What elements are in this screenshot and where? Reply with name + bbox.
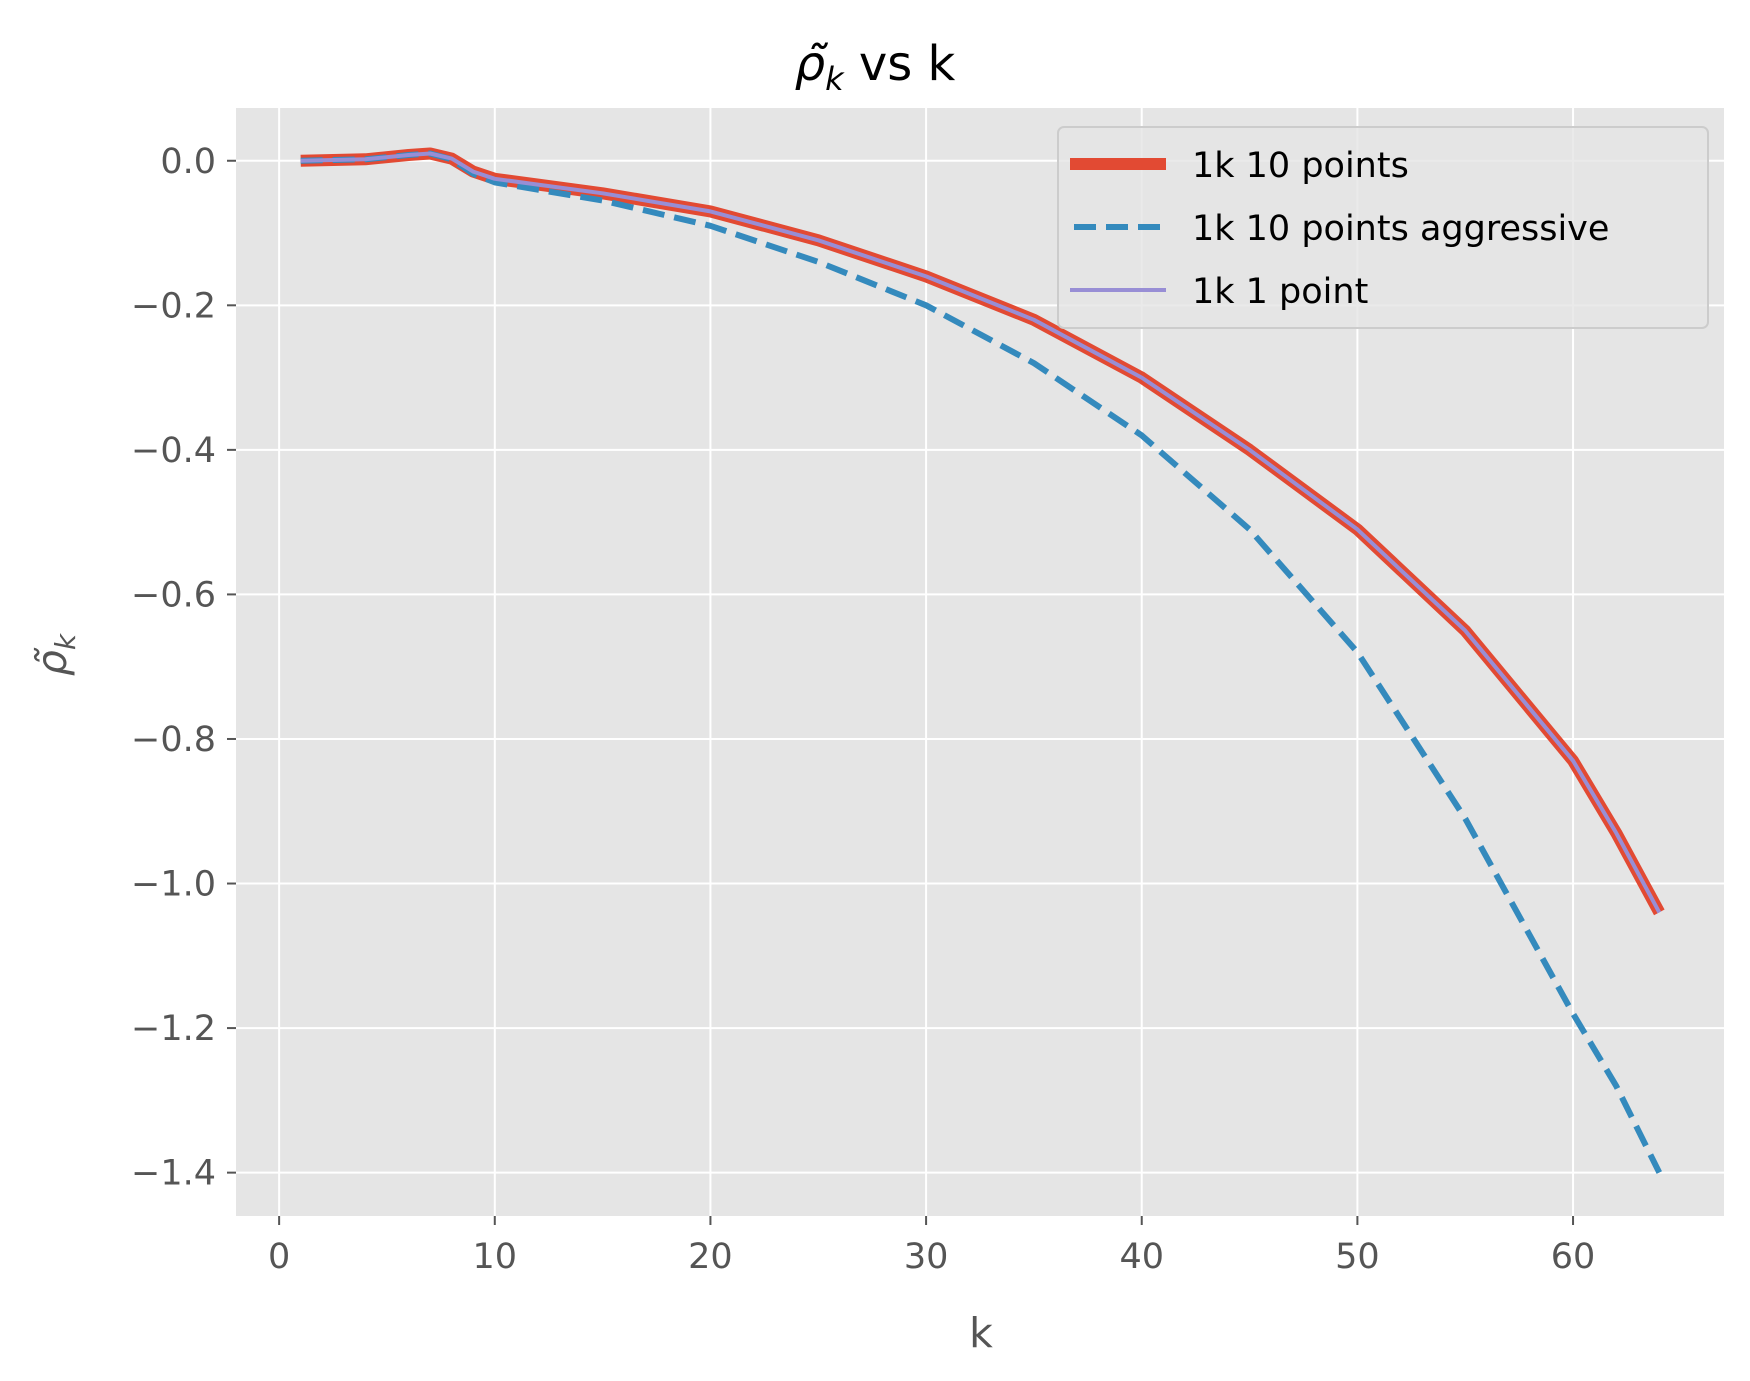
legend: 1k 10 points 1k 10 points aggressive 1k … — [1057, 126, 1709, 329]
legend-label-1k-1-point: 1k 1 point — [1192, 272, 1368, 312]
chart-title-rest: vs k — [844, 36, 956, 92]
y-tick-label: −0.2 — [131, 286, 216, 326]
y-tick-label: 0.0 — [160, 142, 216, 182]
y-axis-label-main: ρ̃ — [28, 647, 76, 676]
legend-label-1k-10-points-aggressive: 1k 10 points aggressive — [1192, 209, 1609, 249]
chart-title-sub: k — [825, 60, 845, 98]
y-axis-label-sub: k — [49, 632, 82, 650]
legend-label-1k-10-points: 1k 10 points — [1192, 146, 1409, 186]
chart-title-main: ρ̃ — [795, 36, 828, 92]
series-line-1k-1-point — [300, 151, 1662, 914]
y-tick-label: −1.4 — [131, 1154, 216, 1194]
series-lines — [300, 147, 1665, 1174]
legend-box — [1057, 126, 1709, 329]
x-axis-label: k — [969, 1309, 993, 1357]
x-tick-label: 40 — [1119, 1237, 1164, 1277]
chart-title: ρ̃k vs k — [795, 36, 956, 98]
y-tick-label: −0.6 — [131, 575, 216, 615]
grid — [236, 108, 1724, 1216]
x-tick-label: 20 — [688, 1237, 733, 1277]
x-tick-label: 60 — [1551, 1237, 1596, 1277]
x-tick-label: 50 — [1335, 1237, 1380, 1277]
axis-ticks: 0 10 20 30 40 50 60 0.0 −0.2 −0.4 −0.6 −0.8 −1.0 −1.2… — [131, 142, 1595, 1277]
x-tick-label: 0 — [268, 1237, 290, 1277]
y-tick-label: −1.0 — [131, 865, 216, 905]
y-axis-label: ρ̃k — [28, 632, 82, 676]
x-tick-label: 10 — [473, 1237, 518, 1277]
x-tick-label: 30 — [904, 1237, 949, 1277]
y-tick-label: −1.2 — [131, 1009, 216, 1049]
y-tick-label: −0.4 — [131, 431, 216, 471]
y-tick-label: −0.8 — [131, 720, 216, 760]
